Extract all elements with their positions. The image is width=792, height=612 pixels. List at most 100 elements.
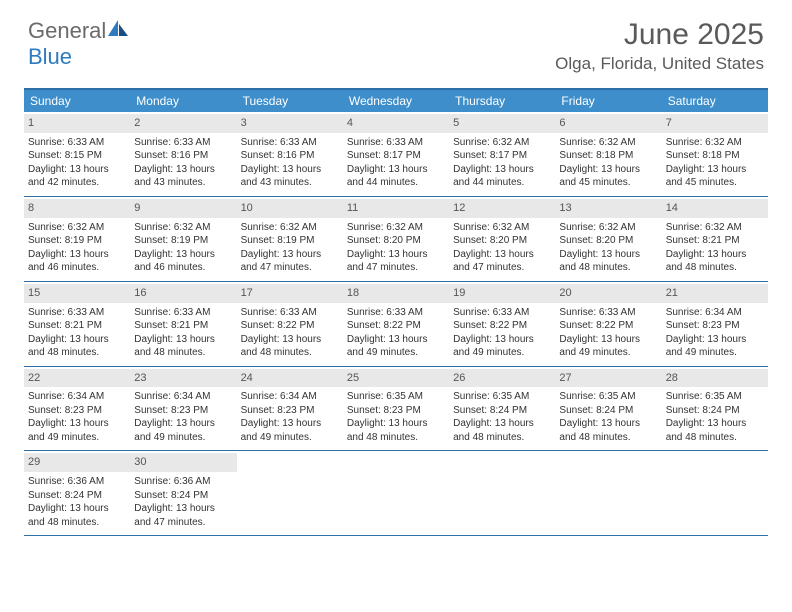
sunrise-line: Sunrise: 6:32 AM (453, 221, 551, 235)
day-cell: 26Sunrise: 6:35 AMSunset: 8:24 PMDayligh… (449, 367, 555, 451)
sunrise-line: Sunrise: 6:32 AM (453, 136, 551, 150)
daylight-line: Daylight: 13 hours and 48 minutes. (666, 248, 764, 275)
daylight-line: Daylight: 13 hours and 43 minutes. (134, 163, 232, 190)
day-cell: 18Sunrise: 6:33 AMSunset: 8:22 PMDayligh… (343, 282, 449, 366)
day-number: 13 (555, 199, 661, 218)
sunrise-line: Sunrise: 6:33 AM (347, 136, 445, 150)
sunrise-line: Sunrise: 6:32 AM (347, 221, 445, 235)
day-cell: 17Sunrise: 6:33 AMSunset: 8:22 PMDayligh… (237, 282, 343, 366)
sunrise-line: Sunrise: 6:36 AM (134, 475, 232, 489)
sunrise-line: Sunrise: 6:34 AM (241, 390, 339, 404)
day-cell: 4Sunrise: 6:33 AMSunset: 8:17 PMDaylight… (343, 112, 449, 196)
month-title: June 2025 (555, 18, 764, 52)
sunset-line: Sunset: 8:19 PM (241, 234, 339, 248)
logo: GeneralBlue (28, 18, 130, 70)
daylight-line: Daylight: 13 hours and 45 minutes. (666, 163, 764, 190)
sunset-line: Sunset: 8:16 PM (134, 149, 232, 163)
day-number: 4 (343, 114, 449, 133)
day-number: 22 (24, 369, 130, 388)
week-row: 8Sunrise: 6:32 AMSunset: 8:19 PMDaylight… (24, 197, 768, 282)
sunrise-line: Sunrise: 6:32 AM (559, 136, 657, 150)
day-cell: 27Sunrise: 6:35 AMSunset: 8:24 PMDayligh… (555, 367, 661, 451)
day-cell: 21Sunrise: 6:34 AMSunset: 8:23 PMDayligh… (662, 282, 768, 366)
sunset-line: Sunset: 8:21 PM (666, 234, 764, 248)
sunset-line: Sunset: 8:24 PM (28, 489, 126, 503)
sunset-line: Sunset: 8:22 PM (559, 319, 657, 333)
daylight-line: Daylight: 13 hours and 49 minutes. (241, 417, 339, 444)
daylight-line: Daylight: 13 hours and 44 minutes. (453, 163, 551, 190)
day-cell: 22Sunrise: 6:34 AMSunset: 8:23 PMDayligh… (24, 367, 130, 451)
sunset-line: Sunset: 8:23 PM (134, 404, 232, 418)
logo-text: GeneralBlue (28, 18, 130, 70)
sunrise-line: Sunrise: 6:33 AM (347, 306, 445, 320)
day-cell: 25Sunrise: 6:35 AMSunset: 8:23 PMDayligh… (343, 367, 449, 451)
day-cell: 1Sunrise: 6:33 AMSunset: 8:15 PMDaylight… (24, 112, 130, 196)
sunrise-line: Sunrise: 6:33 AM (241, 136, 339, 150)
daylight-line: Daylight: 13 hours and 48 minutes. (134, 333, 232, 360)
day-number: 1 (24, 114, 130, 133)
sunrise-line: Sunrise: 6:33 AM (134, 306, 232, 320)
day-cell: 14 Sunrise: 6:32 AMSunset: 8:21 PMDayligh… (662, 197, 768, 281)
daylight-line: Daylight: 13 hours and 47 minutes. (241, 248, 339, 275)
daylight-line: Daylight: 13 hours and 48 minutes. (241, 333, 339, 360)
sunset-line: Sunset: 8:22 PM (453, 319, 551, 333)
weekday-header: Monday (130, 90, 236, 112)
sunrise-line: Sunrise: 6:32 AM (559, 221, 657, 235)
day-number: 3 (237, 114, 343, 133)
day-number: 29 (24, 453, 130, 472)
day-number: 9 (130, 199, 236, 218)
day-cell: 15Sunrise: 6:33 AMSunset: 8:21 PMDayligh… (24, 282, 130, 366)
day-cell: 23Sunrise: 6:34 AMSunset: 8:23 PMDayligh… (130, 367, 236, 451)
sunset-line: Sunset: 8:23 PM (28, 404, 126, 418)
sunrise-line: Sunrise: 6:32 AM (666, 221, 764, 235)
day-number: 6 (555, 114, 661, 133)
daylight-line: Daylight: 13 hours and 48 minutes. (28, 502, 126, 529)
daylight-line: Daylight: 13 hours and 46 minutes. (134, 248, 232, 275)
day-number: 30 (130, 453, 236, 472)
day-cell: 20 Sunrise: 6:33 AMSunset: 8:22 PMDayligh… (555, 282, 661, 366)
day-number: 8 (24, 199, 130, 218)
day-cell: 11Sunrise: 6:32 AMSunset: 8:20 PMDayligh… (343, 197, 449, 281)
daylight-line: Daylight: 13 hours and 49 minutes. (453, 333, 551, 360)
day-number: 2 (130, 114, 236, 133)
day-number: 7 (662, 114, 768, 133)
weekday-header: Sunday (24, 90, 130, 112)
sunset-line: Sunset: 8:20 PM (347, 234, 445, 248)
day-cell: 29Sunrise: 6:36 AMSunset: 8:24 PMDayligh… (24, 451, 130, 535)
daylight-line: Daylight: 13 hours and 49 minutes. (559, 333, 657, 360)
sunset-line: Sunset: 8:18 PM (559, 149, 657, 163)
day-number: 16 (130, 284, 236, 303)
day-number: 21 (662, 284, 768, 303)
sunrise-line: Sunrise: 6:32 AM (666, 136, 764, 150)
sunset-line: Sunset: 8:17 PM (453, 149, 551, 163)
day-number: 14 (662, 199, 768, 218)
weekday-header: Wednesday (343, 90, 449, 112)
day-number: 19 (449, 284, 555, 303)
day-number: 25 (343, 369, 449, 388)
day-cell: 6 Sunrise: 6:32 AMSunset: 8:18 PMDaylight… (555, 112, 661, 196)
day-number: 23 (130, 369, 236, 388)
weekday-header: Tuesday (237, 90, 343, 112)
day-cell: 3Sunrise: 6:33 AMSunset: 8:16 PMDaylight… (237, 112, 343, 196)
daylight-line: Daylight: 13 hours and 48 minutes. (28, 333, 126, 360)
sunset-line: Sunset: 8:24 PM (666, 404, 764, 418)
daylight-line: Daylight: 13 hours and 48 minutes. (559, 417, 657, 444)
day-number: 20 (555, 284, 661, 303)
daylight-line: Daylight: 13 hours and 44 minutes. (347, 163, 445, 190)
daylight-line: Daylight: 13 hours and 45 minutes. (559, 163, 657, 190)
daylight-line: Daylight: 13 hours and 46 minutes. (28, 248, 126, 275)
week-row: 15Sunrise: 6:33 AMSunset: 8:21 PMDayligh… (24, 282, 768, 367)
day-cell: 30Sunrise: 6:36 AMSunset: 8:24 PMDayligh… (130, 451, 236, 535)
sunrise-line: Sunrise: 6:33 AM (134, 136, 232, 150)
day-number: 15 (24, 284, 130, 303)
day-cell: 19Sunrise: 6:33 AMSunset: 8:22 PMDayligh… (449, 282, 555, 366)
daylight-line: Daylight: 13 hours and 47 minutes. (453, 248, 551, 275)
sunrise-line: Sunrise: 6:32 AM (241, 221, 339, 235)
sunset-line: Sunset: 8:19 PM (134, 234, 232, 248)
sunrise-line: Sunrise: 6:33 AM (559, 306, 657, 320)
sunrise-line: Sunrise: 6:34 AM (28, 390, 126, 404)
day-number: 5 (449, 114, 555, 133)
sunset-line: Sunset: 8:21 PM (28, 319, 126, 333)
day-number: 24 (237, 369, 343, 388)
header: GeneralBlue June 2025 Olga, Florida, Uni… (0, 0, 792, 82)
